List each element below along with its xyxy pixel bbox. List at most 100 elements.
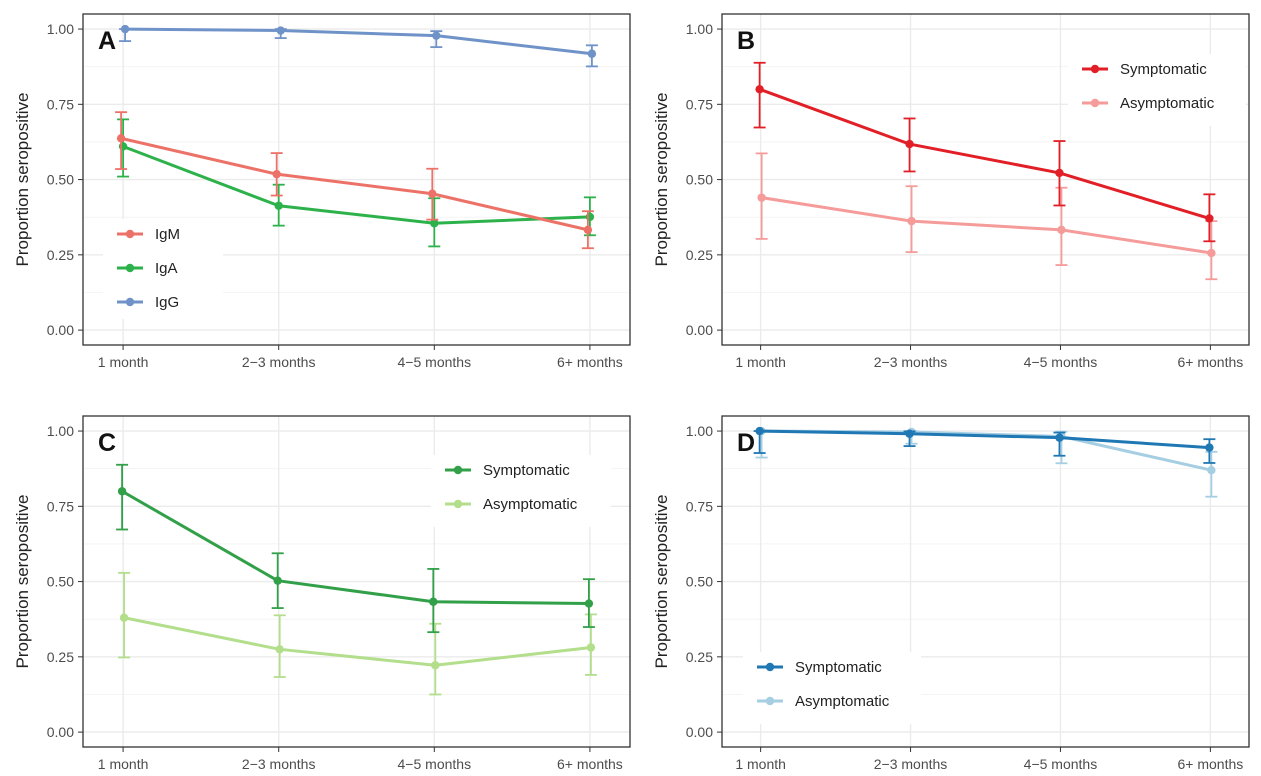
- series-line: [120, 136, 589, 232]
- legend-key-point: [453, 465, 463, 475]
- series-line: [759, 429, 1210, 450]
- legend-key-point: [765, 696, 775, 706]
- data-point: [274, 201, 283, 210]
- legend-label: IgG: [155, 294, 179, 311]
- panel-tag: A: [98, 27, 116, 55]
- legend-key-point: [765, 662, 775, 672]
- y-tick-label: 0.50: [686, 172, 713, 188]
- y-tick-label: 0.50: [686, 574, 713, 590]
- data-point: [587, 49, 597, 58]
- y-axis-title: Proportion seropositive: [13, 93, 32, 267]
- x-tick-label: 6+ months: [1177, 756, 1243, 771]
- y-tick-label: 0.25: [686, 649, 713, 665]
- legend-label: Symptomatic: [1120, 61, 1207, 78]
- data-point: [907, 216, 916, 226]
- series-line: [122, 145, 590, 225]
- y-tick-label: 0.75: [686, 96, 713, 112]
- panel-border: [721, 415, 1250, 748]
- x-tick-label: 4−5 months: [1024, 756, 1098, 771]
- series-line: [761, 196, 1212, 255]
- y-tick-label: 0.00: [686, 724, 713, 740]
- data-point: [428, 189, 437, 198]
- series-symptomatic: [116, 463, 595, 634]
- data-point: [755, 85, 764, 94]
- y-tick-label: 0.75: [47, 96, 74, 112]
- legend-label: Asymptomatic: [795, 693, 890, 710]
- data-point: [273, 576, 282, 585]
- data-point: [272, 169, 281, 179]
- x-tick-label: 6+ months: [1177, 354, 1243, 370]
- series-line: [125, 27, 593, 56]
- data-point: [757, 193, 766, 202]
- series-symptomatic: [753, 426, 1216, 464]
- x-tick-label: 6+ months: [557, 354, 623, 370]
- data-point: [432, 31, 441, 40]
- y-tick-label: 0.25: [47, 649, 74, 665]
- panel-border: [721, 13, 1250, 346]
- legend: Symptomatic Asymptomatic: [1068, 54, 1246, 126]
- data-point: [429, 597, 438, 606]
- data-point: [905, 139, 914, 149]
- data-point: [583, 225, 593, 235]
- y-axis-title: Proportion seropositive: [652, 93, 671, 267]
- x-tick-label: 4−5 months: [398, 756, 472, 771]
- y-tick-label: 0.00: [47, 322, 74, 338]
- legend-label: Symptomatic: [483, 462, 570, 479]
- x-tick-label: 2−3 months: [874, 756, 948, 771]
- legend: Symptomatic Asymptomatic: [743, 652, 921, 724]
- panel-tag: B: [737, 27, 755, 55]
- series-symptomatic: [753, 61, 1216, 243]
- legend-key-point: [125, 229, 135, 239]
- y-tick-label: 0.50: [47, 574, 74, 590]
- series-iga: [117, 118, 596, 248]
- series-line: [759, 87, 1210, 220]
- panel-a: 0.00 0.25 0.50 0.75 1.00 1 month 2−3 months 4−5…: [13, 13, 631, 370]
- y-tick-label: 1.00: [686, 21, 713, 37]
- x-tick-label: 1 month: [98, 756, 149, 771]
- legend-label: IgM: [155, 226, 180, 243]
- data-point: [1057, 225, 1066, 235]
- data-point: [584, 599, 594, 608]
- data-point: [585, 212, 595, 222]
- y-tick-label: 0.75: [47, 498, 74, 514]
- y-tick-label: 0.75: [686, 498, 713, 514]
- y-tick-label: 1.00: [47, 21, 74, 37]
- y-axis-title: Proportion seropositive: [13, 495, 32, 669]
- data-point: [275, 645, 284, 654]
- series-asymptomatic: [118, 571, 597, 696]
- legend-key-point: [1090, 64, 1100, 74]
- data-point: [431, 661, 440, 670]
- y-tick-label: 1.00: [686, 423, 713, 439]
- data-point: [1205, 443, 1214, 452]
- y-tick-label: 1.00: [47, 423, 74, 439]
- data-point: [116, 134, 126, 143]
- legend-label: Asymptomatic: [483, 496, 578, 513]
- x-tick-label: 6+ months: [557, 756, 623, 771]
- data-point: [1055, 433, 1064, 442]
- legend-label: Symptomatic: [795, 659, 882, 676]
- panel-border: [82, 13, 631, 346]
- series-asymptomatic: [755, 152, 1218, 281]
- data-point: [1207, 248, 1216, 258]
- x-tick-label: 2−3 months: [242, 354, 316, 370]
- x-tick-label: 2−3 months: [242, 756, 316, 771]
- panel-border: [82, 415, 631, 748]
- data-point: [755, 426, 764, 436]
- series-line: [123, 616, 592, 667]
- data-point: [1055, 168, 1064, 178]
- x-tick-label: 2−3 months: [874, 354, 948, 370]
- legend: Symptomatic Asymptomatic: [431, 455, 611, 527]
- legend: IgM IgA IgG: [103, 219, 223, 319]
- x-tick-label: 1 month: [735, 354, 786, 370]
- legend-key-point: [453, 499, 463, 509]
- panel-b: 0.00 0.25 0.50 0.75 1.00 1 month 2−3 months 4−5…: [652, 13, 1250, 370]
- y-tick-label: 0.00: [686, 322, 713, 338]
- legend-background: [431, 455, 611, 527]
- data-point: [118, 142, 128, 151]
- x-tick-label: 4−5 months: [398, 354, 472, 370]
- y-axis-title: Proportion seropositive: [652, 495, 671, 669]
- legend-key-point: [1090, 98, 1100, 108]
- data-point: [1207, 465, 1216, 475]
